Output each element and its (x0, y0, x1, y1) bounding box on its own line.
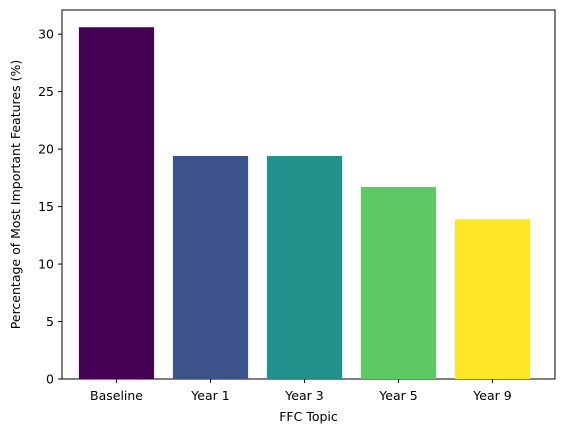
bar-year-5 (360, 187, 437, 379)
x-tick-label: Year 9 (472, 388, 511, 403)
bar-year-9 (454, 219, 531, 379)
y-tick-label: 5 (46, 314, 54, 329)
bar-year-1 (172, 155, 249, 379)
x-tick-label: Year 3 (284, 388, 323, 403)
x-tick-label: Year 5 (378, 388, 417, 403)
y-axis-title: Percentage of Most Important Features (%… (8, 60, 23, 329)
x-axis: Baseline Year 1 Year 3 Year 5 Year 9 (90, 379, 512, 403)
x-axis-title: FFC Topic (279, 409, 338, 424)
y-tick-label: 25 (38, 84, 54, 99)
bar-baseline (78, 27, 155, 380)
bar-year-3 (266, 155, 343, 379)
x-tick-label: Baseline (90, 388, 143, 403)
y-tick-label: 0 (46, 372, 54, 387)
y-tick-label: 10 (38, 257, 54, 272)
y-tick-label: 20 (38, 142, 54, 157)
x-tick-label: Year 1 (190, 388, 229, 403)
y-tick-label: 30 (38, 27, 54, 42)
bars-group (78, 27, 531, 380)
y-axis: 0 5 10 15 20 25 30 (38, 27, 62, 387)
plot-area: 0 5 10 15 20 25 30 Baseline Year 1 Year 3 Year 5 Y… (38, 9, 556, 403)
y-tick-label: 15 (38, 199, 54, 214)
